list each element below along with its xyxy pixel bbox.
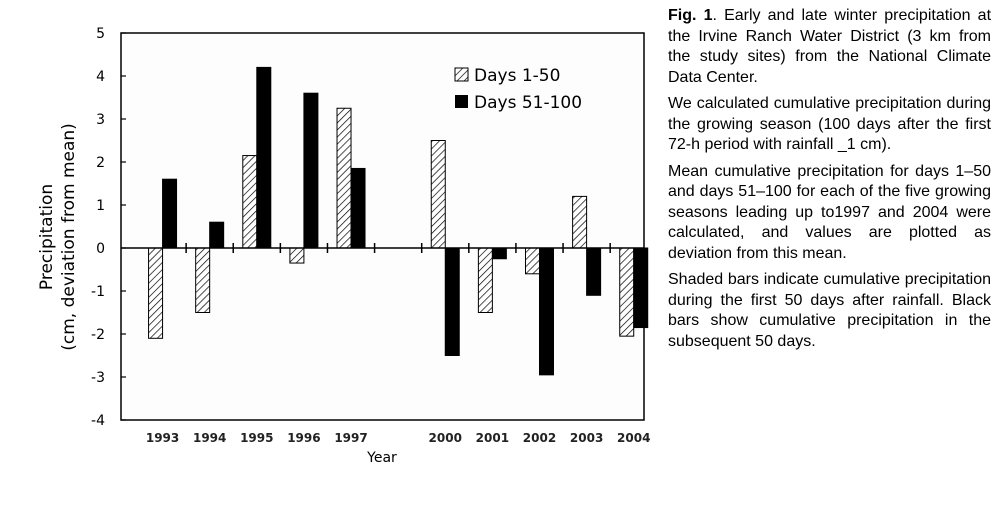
bar-2004-days-51-100 bbox=[633, 247, 649, 329]
bar-2002-days-1-50 bbox=[524, 247, 540, 275]
figure-caption: Fig. 1. Early and late winter precipitat… bbox=[668, 6, 991, 358]
legend-label-days-1-50: Days 1-50 bbox=[474, 66, 560, 86]
precipitation-bar-chart: 5 4 3 2 1 0 -1 -2 -3 -4 1993 1994 1995 1996 1997 2000 2… bbox=[37, 26, 650, 466]
bar-2000-days-1-50 bbox=[430, 140, 446, 249]
caption-paragraph-1: Fig. 1. Early and late winter precipitat… bbox=[668, 6, 991, 88]
bar-1993-days-1-50 bbox=[148, 247, 164, 339]
bar-2004-days-1-50 bbox=[619, 247, 635, 337]
bar-1994-days-51-100 bbox=[209, 221, 225, 249]
y-tick-label: 2 bbox=[96, 155, 105, 171]
x-tick-label: 1996 bbox=[287, 431, 320, 445]
bar-1995-days-1-50 bbox=[242, 155, 258, 249]
bar-1994-days-1-50 bbox=[195, 247, 211, 313]
legend-label-days-51-100: Days 51-100 bbox=[474, 93, 582, 113]
x-tick-label: 1993 bbox=[146, 431, 179, 445]
y-tick-label: 0 bbox=[96, 241, 105, 257]
caption-paragraph-2: We calculated cumulative precipitation d… bbox=[668, 95, 991, 153]
y-axis-label-line2: (cm, deviation from mean) bbox=[59, 123, 79, 351]
legend-swatch-days-1-50 bbox=[454, 67, 469, 82]
x-tick-label: 2001 bbox=[476, 431, 509, 445]
bar-2000-days-51-100 bbox=[444, 247, 460, 356]
x-axis-label: Year bbox=[366, 450, 397, 466]
x-tick-label: 2000 bbox=[429, 431, 462, 445]
x-tick-label: 1995 bbox=[240, 431, 273, 445]
y-tick-label: 5 bbox=[96, 26, 105, 42]
bar-1995-days-51-100 bbox=[256, 66, 272, 249]
bar-2002-days-51-100 bbox=[538, 247, 554, 376]
y-tick-label: -1 bbox=[91, 284, 105, 300]
x-tick-label: 2004 bbox=[617, 431, 650, 445]
legend: Days 1-50 Days 51-100 bbox=[454, 66, 582, 113]
legend-swatch-days-51-100 bbox=[455, 95, 468, 108]
bar-1993-days-51-100 bbox=[162, 178, 178, 249]
bar-1996-days-1-50 bbox=[289, 247, 305, 264]
figure-label: Fig. 1 bbox=[668, 7, 713, 24]
x-tick-label: 2002 bbox=[523, 431, 556, 445]
bar-1996-days-51-100 bbox=[303, 92, 319, 249]
plot-frame bbox=[120, 32, 645, 421]
x-tick-label: 1997 bbox=[334, 431, 367, 445]
y-tick-label: 4 bbox=[96, 69, 105, 85]
caption-paragraph-4: Shaded bars indicate cumulative precipit… bbox=[668, 271, 991, 350]
x-tick-label: 1994 bbox=[193, 431, 226, 445]
bar-1997-days-51-100 bbox=[350, 167, 366, 249]
caption-fig-text: . Early and late winter precipitation at… bbox=[668, 7, 992, 86]
bar-1997-days-1-50 bbox=[336, 107, 352, 249]
y-tick-label: 1 bbox=[96, 198, 105, 214]
y-tick-label: 3 bbox=[96, 112, 105, 128]
bar-2003-days-1-50 bbox=[572, 195, 588, 249]
bar-2001-days-51-100 bbox=[491, 247, 507, 260]
bar-2001-days-1-50 bbox=[477, 247, 493, 313]
y-tick-label: -2 bbox=[91, 327, 105, 343]
y-tick-label: -3 bbox=[91, 370, 105, 386]
y-tick-label: -4 bbox=[91, 413, 105, 429]
caption-paragraph-3: Mean cumulative precipitation for days 1… bbox=[668, 162, 991, 262]
x-tick-label: 2003 bbox=[570, 431, 603, 445]
bar-2003-days-51-100 bbox=[586, 247, 602, 296]
y-axis-label-line1: Precipitation bbox=[37, 184, 57, 290]
